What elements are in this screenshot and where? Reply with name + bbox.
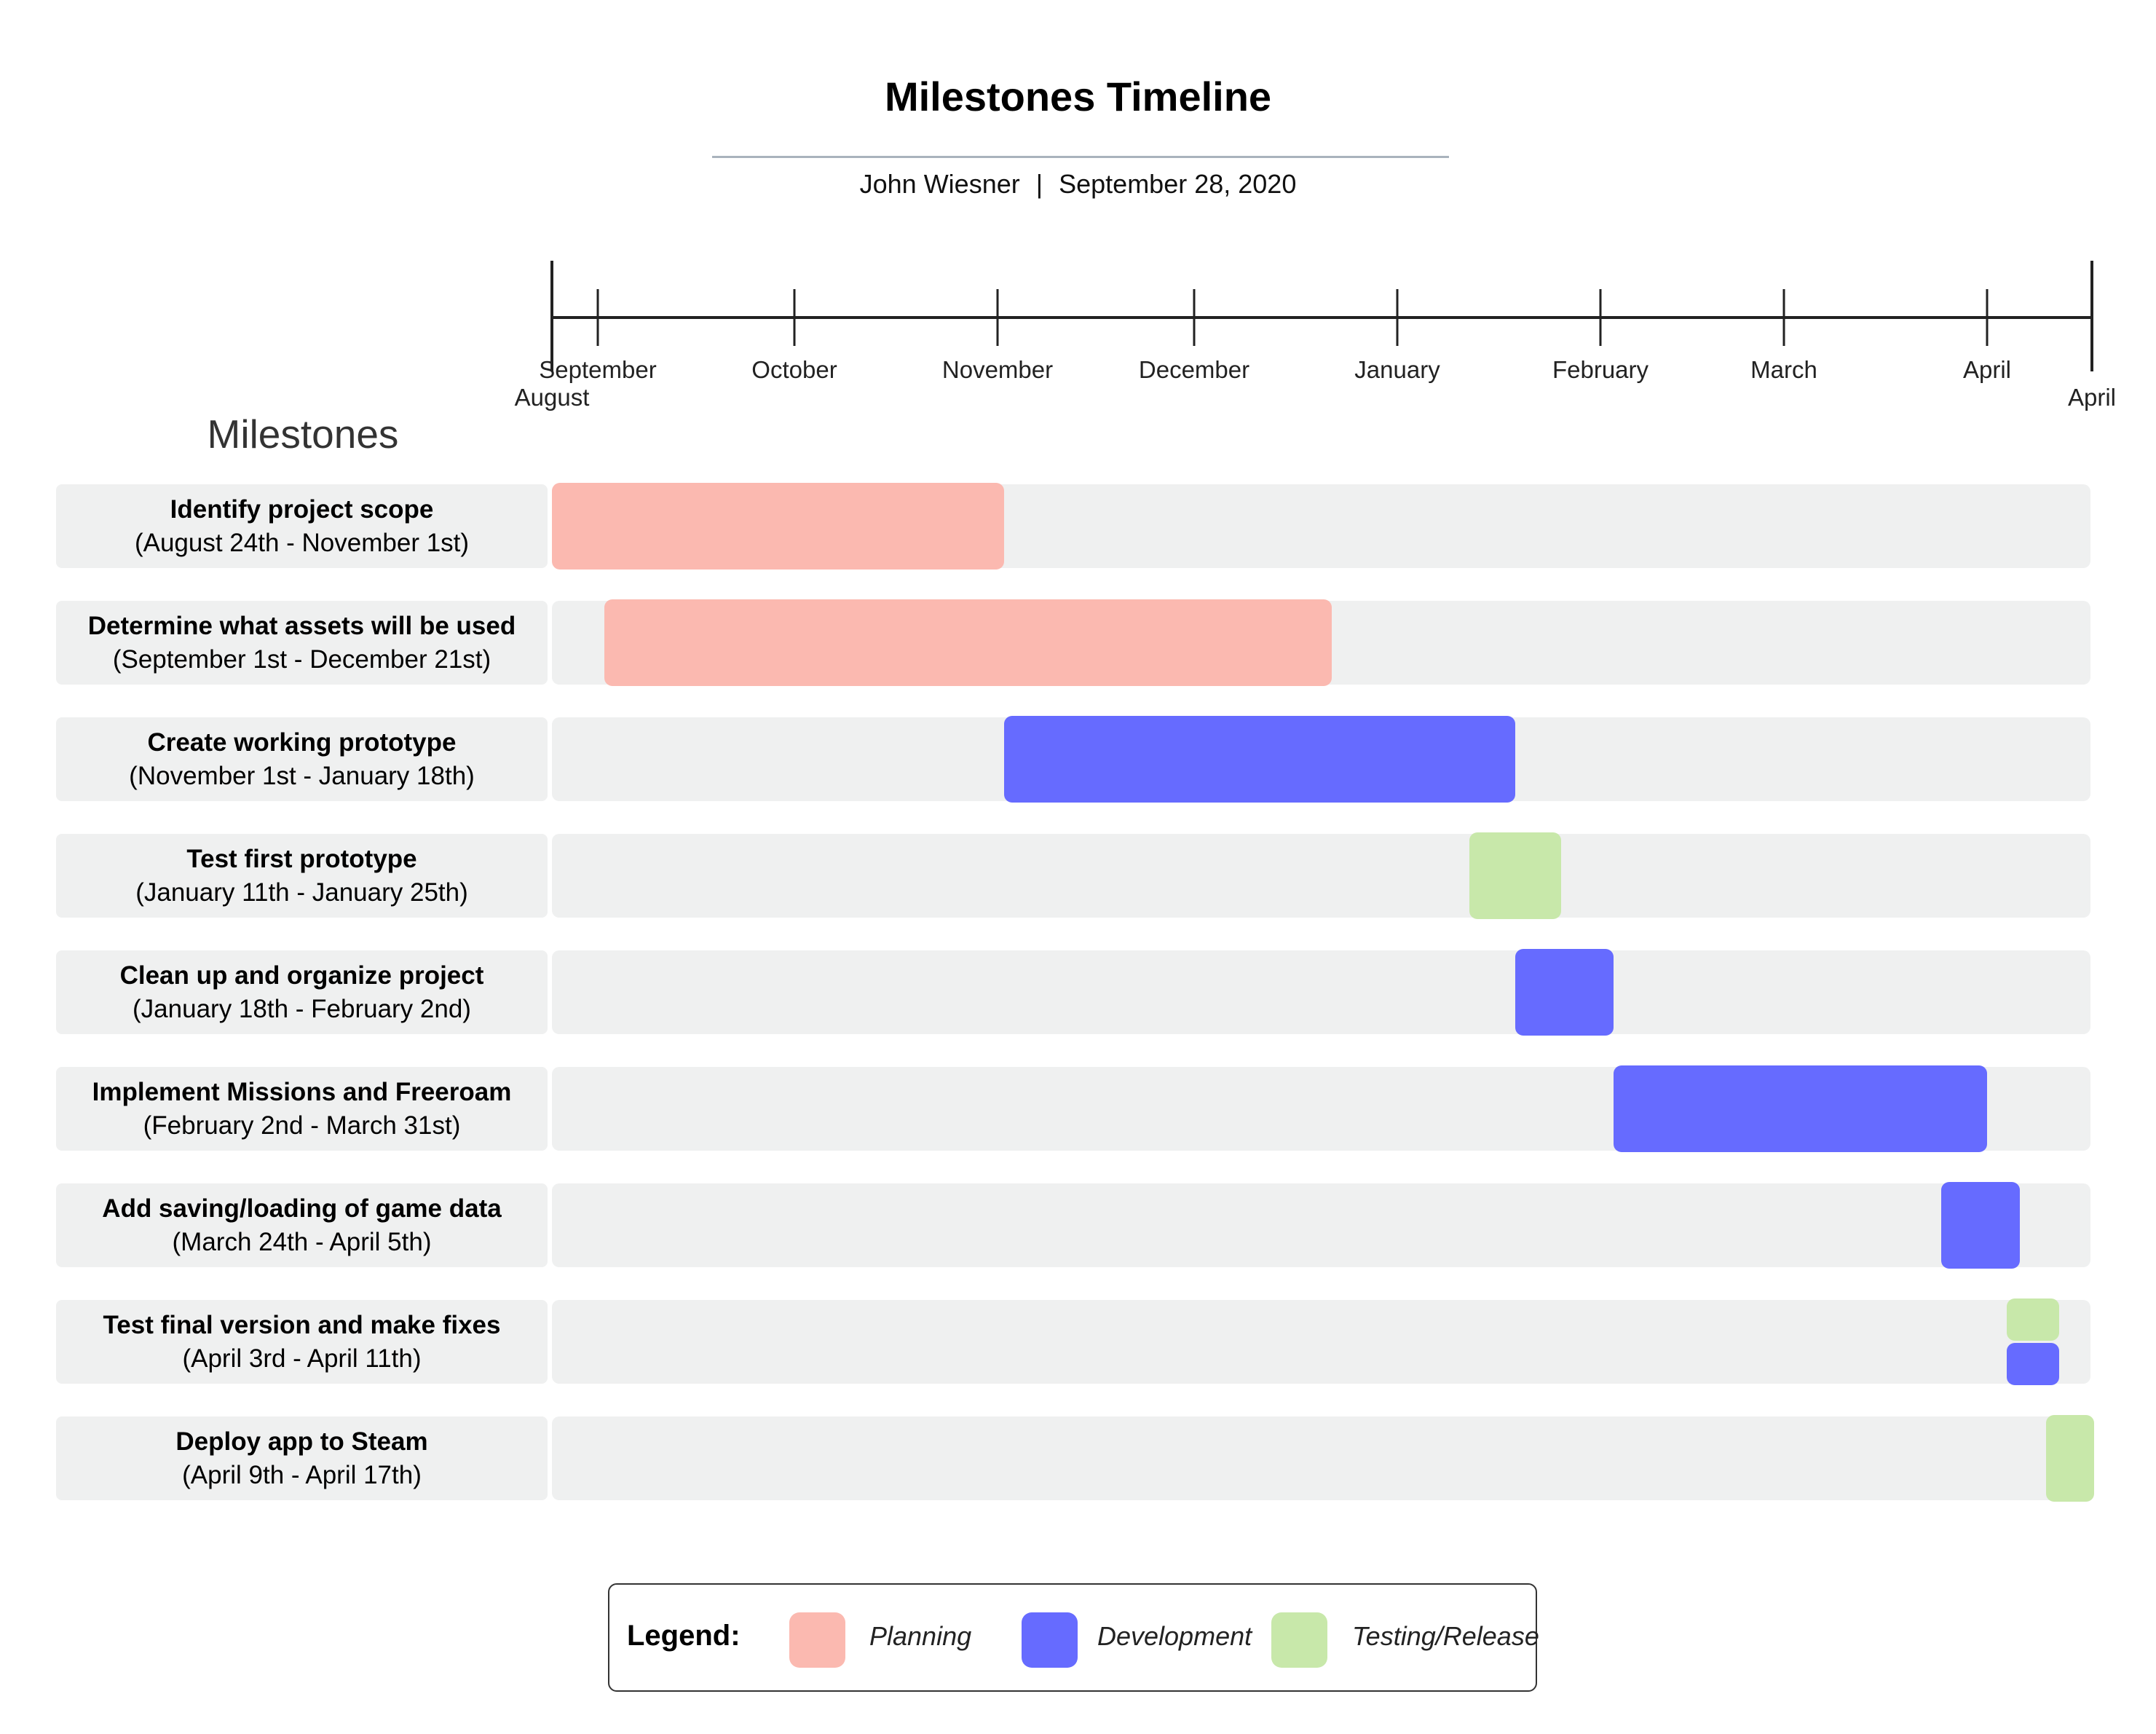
milestone-name: Create working prototype — [147, 728, 457, 757]
legend-label-testing-release: Testing/Release — [1352, 1621, 1539, 1651]
axis-label-january: January — [1354, 356, 1440, 383]
milestone-label-test-final-version-and-make-fixes: Test final version and make fixes (April … — [56, 1300, 548, 1384]
legend-label-planning: Planning — [869, 1621, 972, 1651]
milestone-name: Test first prototype — [186, 844, 417, 873]
title-divider — [712, 156, 1449, 158]
axis-end-label-end-april: April — [2067, 384, 2117, 411]
report-date: September 28, 2020 — [1059, 169, 1297, 199]
legend-label-development: Development — [1097, 1621, 1252, 1651]
axis-end-label-start-august: August — [514, 384, 590, 411]
milestone-date-range: (February 2nd - March 31st) — [143, 1111, 461, 1140]
milestone-label-clean-up-and-organize-project: Clean up and organize project (January 18… — [56, 950, 548, 1034]
gantt-bar-test-final-version-and-make-fixes-1-testing-release — [2007, 1298, 2059, 1341]
gantt-bar-deploy-app-to-steam-testing-release — [2046, 1415, 2094, 1502]
chart-subtitle: John Wiesner | September 28, 2020 — [0, 169, 2156, 200]
legend-swatch-testing-release — [1271, 1612, 1327, 1668]
legend-swatch-planning — [789, 1612, 845, 1668]
chart-title: Milestones Timeline — [884, 74, 1272, 119]
gantt-bar-determine-what-assets-will-be-used-planning — [604, 599, 1332, 686]
axis-label-november: November — [941, 356, 1054, 383]
milestones-heading: Milestones — [207, 411, 399, 457]
legend: Legend: Planning Development Testing/Rel… — [608, 1583, 1539, 1692]
milestone-track-deploy-app-to-steam — [552, 1416, 2090, 1500]
milestone-label-add-saving-loading-of-game-data: Add saving/loading of game data (March 24… — [56, 1183, 548, 1267]
author-name: John Wiesner — [859, 169, 1020, 199]
axis-label-april: April — [1962, 356, 2012, 383]
milestone-label-identify-project-scope: Identify project scope (August 24th - Nov… — [56, 484, 548, 568]
milestone-date-range: (November 1st - January 18th) — [129, 761, 475, 790]
milestone-name: Determine what assets will be used — [87, 611, 516, 640]
milestone-track-clean-up-and-organize-project — [552, 950, 2090, 1034]
subtitle-separator: | — [1035, 169, 1043, 199]
axis-label-march: March — [1750, 356, 1817, 383]
gantt-bar-test-first-prototype-testing-release — [1469, 832, 1561, 919]
milestone-date-range: (April 3rd - April 11th) — [182, 1344, 422, 1373]
axis-label-february: February — [1552, 356, 1649, 383]
milestone-name: Identify project scope — [170, 494, 434, 524]
milestone-date-range: (September 1st - December 21st) — [112, 645, 491, 674]
axis-label-september: September — [539, 356, 657, 383]
milestone-label-implement-missions-and-freeroam: Implement Missions and Freeroam (February… — [56, 1067, 548, 1151]
milestone-track-test-first-prototype — [552, 834, 2090, 918]
milestone-date-range: (March 24th - April 5th) — [172, 1227, 432, 1256]
milestone-label-test-first-prototype: Test first prototype (January 11th - Janu… — [56, 834, 548, 918]
axis-label-december: December — [1138, 356, 1250, 383]
milestone-track-test-final-version-and-make-fixes — [552, 1300, 2090, 1384]
gantt-bar-add-saving-loading-of-game-data-development — [1941, 1182, 2020, 1269]
milestone-label-deploy-app-to-steam: Deploy app to Steam (April 9th - April 17… — [56, 1416, 548, 1500]
milestone-date-range: (August 24th - November 1st) — [134, 528, 470, 557]
milestone-name: Clean up and organize project — [119, 961, 484, 990]
milestone-date-range: (January 11th - January 25th) — [135, 878, 468, 907]
milestone-name: Deploy app to Steam — [175, 1427, 428, 1456]
milestone-date-range: (January 18th - February 2nd) — [133, 994, 471, 1023]
milestone-name: Test final version and make fixes — [103, 1310, 501, 1339]
milestone-label-create-working-prototype: Create working prototype (November 1st - … — [56, 717, 548, 801]
milestone-date-range: (April 9th - April 17th) — [182, 1460, 422, 1489]
axis-label-october: October — [751, 356, 837, 383]
legend-title: Legend: — [627, 1620, 741, 1652]
milestone-label-determine-what-assets-will-be-used: Determine what assets will be used (Septe… — [56, 601, 548, 685]
legend-swatch-development — [1022, 1612, 1078, 1668]
gantt-bar-clean-up-and-organize-project-development — [1515, 949, 1614, 1036]
gantt-bar-implement-missions-and-freeroam-development — [1614, 1065, 1987, 1152]
gantt-bar-identify-project-scope-planning — [552, 483, 1004, 570]
gantt-bar-test-final-version-and-make-fixes-2-development — [2007, 1343, 2059, 1385]
milestone-track-add-saving-loading-of-game-data — [552, 1183, 2090, 1267]
gantt-bar-create-working-prototype-development — [1004, 716, 1515, 803]
milestone-name: Implement Missions and Freeroam — [92, 1077, 512, 1106]
milestone-name: Add saving/loading of game data — [102, 1194, 502, 1223]
